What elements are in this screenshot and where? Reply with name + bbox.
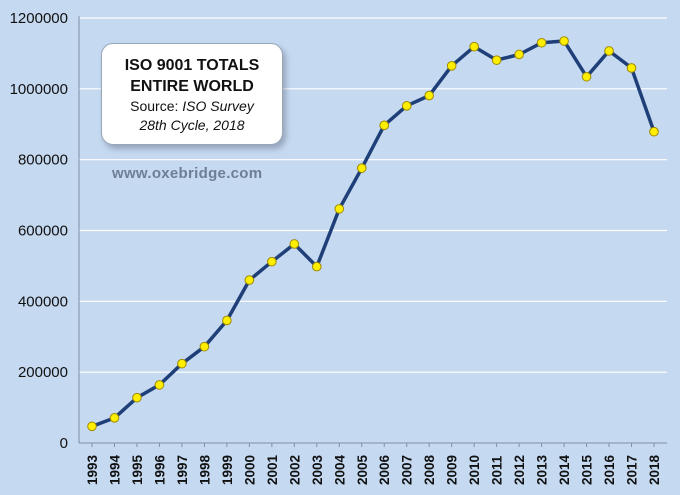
data-point-2003 <box>312 261 322 272</box>
x-tick-label-1996: 1996 <box>152 454 167 485</box>
x-tick-label-1999: 1999 <box>220 455 235 485</box>
axes <box>78 16 667 447</box>
data-point-2007 <box>401 101 412 111</box>
data-point-2010 <box>469 41 479 52</box>
data-point-2000 <box>244 275 255 285</box>
x-tick-label-1995: 1995 <box>130 454 145 485</box>
data-point-2017 <box>626 63 637 73</box>
x-tick-label-2013: 2013 <box>535 454 550 485</box>
y-tick-label-600000: 600000 <box>18 223 68 240</box>
x-tick-label-2002: 2002 <box>287 455 302 485</box>
x-tick-label-2017: 2017 <box>625 455 640 485</box>
y-tick-label-1000000: 1000000 <box>10 81 68 98</box>
y-tick-label-0: 0 <box>60 435 68 452</box>
x-tick-label-1993: 1993 <box>85 454 100 485</box>
x-tick-label-2009: 2009 <box>445 455 460 485</box>
x-axis-tick-labels: 1993 1994 1995 1996 1997 1998 1999 2000 2001 2002… <box>85 454 662 485</box>
data-point-markers <box>87 36 659 432</box>
y-tick-label-200000: 200000 <box>18 364 68 381</box>
x-tick-label-1998: 1998 <box>197 454 212 485</box>
source-line: Source: ISO Survey <box>102 97 282 116</box>
chart-title-box: ISO 9001 TOTALS ENTIRE WORLD Source: ISO… <box>101 43 283 145</box>
data-point-2008 <box>424 90 435 101</box>
y-tick-label-800000: 800000 <box>18 152 68 169</box>
x-tick-label-2003: 2003 <box>310 454 325 485</box>
data-point-1999 <box>222 315 232 326</box>
data-point-2009 <box>446 61 457 71</box>
data-point-2005 <box>356 163 367 173</box>
x-tick-label-2016: 2016 <box>602 454 617 485</box>
watermark-url: www.oxebridge.com <box>112 165 263 182</box>
data-point-2002 <box>289 239 300 249</box>
x-tick-label-2008: 2008 <box>422 454 437 485</box>
x-tick-label-2001: 2001 <box>265 454 280 485</box>
data-point-2015 <box>581 71 592 82</box>
data-point-2016 <box>604 46 614 56</box>
data-point-2012 <box>514 49 524 60</box>
data-point-1994 <box>109 413 120 423</box>
x-tick-label-2011: 2011 <box>490 455 505 485</box>
data-point-1998 <box>199 341 210 352</box>
data-point-2004 <box>334 204 345 214</box>
x-tick-label-2007: 2007 <box>400 455 415 485</box>
data-point-1996 <box>154 380 165 390</box>
source-name: ISO Survey <box>182 98 254 114</box>
data-point-2011 <box>491 55 502 65</box>
y-tick-label-400000: 400000 <box>18 293 68 310</box>
x-tick-label-2012: 2012 <box>512 455 527 485</box>
x-tick-label-1997: 1997 <box>175 455 190 485</box>
chart-title-line-2: ENTIRE WORLD <box>130 78 254 95</box>
y-axis-tick-labels: 0 200000 400000 600000 800000 1000000 1200000 <box>10 10 68 452</box>
x-tick-label-2015: 2015 <box>580 454 595 485</box>
data-point-1995 <box>132 392 142 403</box>
x-tick-label-2014: 2014 <box>557 454 572 485</box>
y-tick-label-1200000: 1200000 <box>10 10 68 27</box>
data-point-1997 <box>177 358 187 369</box>
x-tick-label-2010: 2010 <box>467 455 482 485</box>
data-point-2006 <box>379 120 390 131</box>
x-tick-label-2006: 2006 <box>377 454 392 485</box>
data-point-2014 <box>559 36 569 46</box>
source-label: Source: <box>130 98 183 114</box>
data-point-2013 <box>536 37 547 48</box>
x-tick-label-2004: 2004 <box>332 454 347 485</box>
data-point-1993 <box>87 421 97 432</box>
data-point-2001 <box>267 256 277 267</box>
x-tick-label-2005: 2005 <box>355 454 370 485</box>
chart-title-line-1: ISO 9001 TOTALS <box>124 57 260 74</box>
x-tick-label-2018: 2018 <box>647 454 662 485</box>
x-tick-label-1994: 1994 <box>107 454 122 485</box>
data-point-2018 <box>649 126 659 137</box>
x-tick-label-2000: 2000 <box>242 455 257 485</box>
survey-cycle: 28th Cycle, 2018 <box>139 117 245 133</box>
